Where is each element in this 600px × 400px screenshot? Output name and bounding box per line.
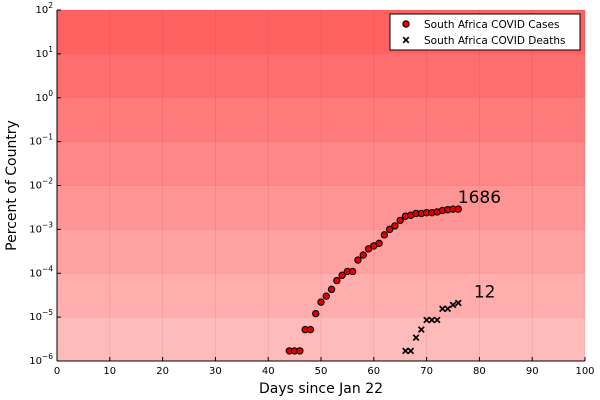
case-point bbox=[375, 239, 383, 248]
x-marker-stroke bbox=[423, 316, 431, 324]
x-tick-label: 20 bbox=[156, 366, 169, 377]
x-marker-stroke bbox=[433, 316, 441, 324]
death-point bbox=[454, 299, 462, 307]
legend-label: South Africa COVID Deaths bbox=[424, 35, 565, 47]
case-point bbox=[333, 276, 341, 285]
death-point bbox=[428, 316, 436, 324]
x-tick-label: 90 bbox=[526, 366, 539, 377]
x-marker-stroke bbox=[407, 347, 415, 355]
x-tick-label: 30 bbox=[209, 366, 222, 377]
case-point bbox=[354, 256, 362, 264]
y-tick-label: 10−3 bbox=[29, 220, 53, 235]
case-point bbox=[454, 205, 462, 213]
band-2 bbox=[57, 53, 585, 98]
death-point bbox=[402, 347, 409, 355]
legend-box bbox=[389, 13, 581, 51]
x-tick-label: 50 bbox=[315, 366, 328, 377]
y-tick-label: 10−6 bbox=[29, 352, 53, 367]
case-point bbox=[327, 285, 336, 294]
band-6 bbox=[57, 229, 585, 274]
case-point bbox=[348, 267, 357, 276]
case-point bbox=[312, 309, 320, 318]
case-point bbox=[385, 225, 394, 234]
x-marker-stroke bbox=[402, 36, 410, 44]
case-point bbox=[322, 292, 330, 300]
cases-series bbox=[285, 205, 462, 355]
case-point bbox=[317, 298, 325, 306]
y-tick-label: 10−5 bbox=[29, 308, 53, 323]
death-point bbox=[449, 301, 457, 309]
case-point bbox=[296, 347, 304, 355]
x-tick-label: 70 bbox=[420, 366, 433, 377]
x-tick-label: 80 bbox=[473, 366, 486, 377]
legend: South Africa COVID Cases South Africa COV… bbox=[389, 13, 581, 51]
band-3 bbox=[57, 97, 585, 142]
death-point bbox=[407, 347, 415, 355]
band-4 bbox=[57, 141, 585, 186]
case-point bbox=[380, 231, 389, 239]
deaths-series bbox=[402, 299, 462, 355]
x-tick-label: 100 bbox=[575, 366, 594, 377]
y-tick-label: 101 bbox=[35, 45, 53, 60]
annotation-label: 1686 bbox=[458, 188, 501, 208]
x-marker-stroke bbox=[428, 316, 436, 324]
x-marker-stroke bbox=[412, 334, 420, 342]
x-tick-label: 10 bbox=[103, 366, 116, 377]
annotations: 1686 12 bbox=[458, 188, 501, 303]
y-tick-label: 102 bbox=[35, 1, 53, 16]
x-marker-stroke bbox=[444, 305, 452, 313]
death-point bbox=[412, 334, 420, 342]
band-5 bbox=[57, 185, 585, 230]
death-point bbox=[423, 316, 431, 324]
x-tick-label: 0 bbox=[54, 366, 60, 377]
x-marker-stroke bbox=[402, 347, 409, 355]
band-8 bbox=[57, 317, 585, 361]
y-tick-label: 10−4 bbox=[29, 264, 53, 279]
case-point bbox=[396, 216, 404, 225]
x-marker-stroke bbox=[454, 299, 462, 307]
background-bands bbox=[57, 10, 585, 361]
legend-label: South Africa COVID Cases bbox=[424, 19, 559, 31]
y-tick-label: 100 bbox=[35, 89, 53, 104]
y-axis-label: Percent of Country bbox=[4, 120, 20, 251]
death-point bbox=[444, 305, 452, 313]
x-axis-label: Days since Jan 22 bbox=[259, 381, 383, 397]
band-7 bbox=[57, 273, 585, 318]
case-point bbox=[306, 325, 315, 334]
case-point bbox=[338, 271, 346, 279]
y-ticks: 10−6 10−5 10−4 10−3 10−2 10−1 100 101 102 bbox=[29, 1, 61, 367]
legend-marker bbox=[402, 20, 410, 28]
x-marker-stroke bbox=[449, 301, 457, 309]
x-marker-stroke bbox=[439, 305, 446, 313]
x-ticks: 0 10 20 30 40 50 60 70 80 90 100 bbox=[54, 357, 595, 377]
x-tick-label: 60 bbox=[367, 366, 380, 377]
case-point bbox=[359, 251, 367, 259]
data-points bbox=[285, 205, 462, 355]
death-point bbox=[439, 305, 446, 313]
x-marker-stroke bbox=[417, 326, 425, 333]
legend-marker bbox=[402, 36, 410, 44]
death-point bbox=[417, 326, 425, 333]
y-tick-label: 10−2 bbox=[29, 177, 53, 192]
y-tick-label: 10−1 bbox=[29, 133, 53, 148]
x-tick-label: 40 bbox=[262, 366, 275, 377]
death-point bbox=[433, 316, 441, 324]
case-point bbox=[391, 222, 399, 230]
annotation-label: 12 bbox=[474, 283, 496, 303]
